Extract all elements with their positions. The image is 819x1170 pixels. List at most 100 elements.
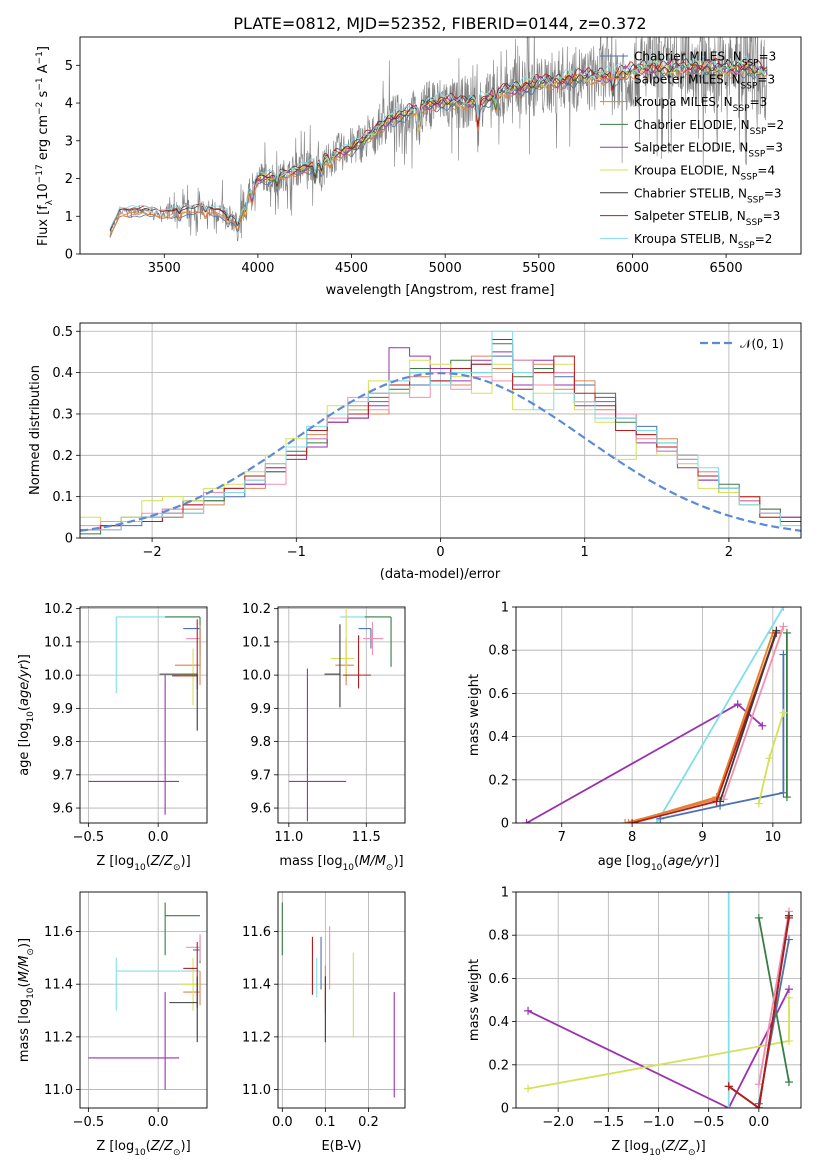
x-tick-label: 11.5 (352, 830, 381, 845)
axes-mass_weight_vs_Z: −2.0 −1.5 −1.0 −0.5 0.0 0 0.2 0.4 0.6 0.8 1 (488, 886, 802, 1130)
errorbar-point (186, 934, 201, 961)
y-tick-label: 0.4 (52, 366, 73, 381)
axes-frame (79, 36, 802, 255)
errorbar-point (179, 957, 201, 1011)
axes-age_vs_Z: −0.5 0.0 9.6 9.7 9.8 9.9 10.0 10.1 10.2 (44, 602, 208, 845)
plot-area (80, 323, 801, 538)
age-vs-mass-xlabel: mass [log10(M/M⊙)] (279, 854, 403, 873)
age-vs-z-ylabel-part: 10 (26, 711, 36, 723)
x-tick-label: 2 (725, 545, 733, 560)
residuals-xlabel: (data-model)/error (380, 567, 501, 582)
y-tick-label: 5 (65, 59, 73, 74)
x-tick-label: 0.0 (148, 1115, 169, 1130)
spectrum-ylabel-part: −17 (35, 164, 45, 183)
y-tick-label: 0.4 (488, 730, 509, 745)
x-tick-label: −0.5 (73, 1115, 105, 1130)
histogram-steps (80, 330, 801, 538)
legend-label-part: Salpeter STELIB, N (634, 209, 746, 223)
errorbar-point (288, 668, 347, 822)
errorbar-point (88, 675, 180, 815)
legend-label-part: Salpeter MILES, N (634, 72, 741, 86)
weight-age-xlabel-part: age [log (598, 854, 651, 869)
y-tick-label: 0 (501, 1102, 509, 1117)
age-vs-mass-xlabel-part: ⊙ (386, 863, 394, 873)
errorbar-point (193, 936, 201, 964)
axes-frame (79, 322, 802, 539)
legend-label-part: =2 (755, 232, 773, 246)
errorbar-point (169, 976, 198, 1043)
mass-vs-z-xlabel-part: Z [log (96, 1139, 134, 1154)
y-tick-label: 0.4 (488, 1015, 509, 1030)
age-vs-mass-xlabel-part: )] (393, 854, 403, 869)
y-tick-label: 1 (501, 886, 509, 901)
legend-label-part: =2 (766, 118, 784, 132)
spectrum-ylabel-part: A (36, 64, 51, 77)
legend-label-part: =3 (750, 95, 768, 109)
errorbar-point (335, 638, 354, 686)
legend-label-part: Kroupa ELODIE, N (634, 164, 741, 178)
legend-label-part: Chabrier STELIB, N (634, 186, 747, 200)
gaussian-curve (80, 371, 801, 532)
spectrum-ylabel-part: −2 (35, 102, 45, 115)
x-tick-label: 6500 (710, 261, 743, 276)
errorbar-point (183, 942, 198, 1008)
y-tick-label: 9.9 (52, 702, 73, 717)
x-tick-label: 5000 (429, 261, 462, 276)
age-vs-mass-xlabel-part: M/M (359, 854, 386, 869)
y-tick-label: 9.8 (52, 735, 73, 750)
weight-line (631, 632, 778, 823)
spectrum-ylabel-part: −1 (35, 51, 45, 64)
axes-frame (277, 891, 406, 1109)
weight-series (724, 892, 733, 1108)
mass-vs-ebv-xlabel: E(B-V) (321, 1139, 361, 1154)
axes-mass_weight_vs_age: 7 8 9 10 0 0.2 0.4 0.6 0.8 1 (488, 601, 802, 845)
y-tick-label: 11.6 (242, 925, 271, 940)
plot-area (516, 607, 801, 823)
spectrum-ylabel: Flux [fλ10−17 erg cm−2 s−1 A−1] (35, 46, 55, 246)
y-tick-label: 1 (501, 601, 509, 616)
legend-label-part: =3 (763, 209, 781, 223)
y-tick-label: 0 (501, 817, 509, 832)
y-tick-label: 0 (65, 248, 73, 263)
age-vs-z-xlabel-part: ⊙ (173, 863, 181, 873)
y-tick-label: 10.0 (242, 669, 271, 684)
y-tick-label: 10.0 (44, 669, 73, 684)
y-tick-label: 0.1 (52, 490, 73, 505)
legend-label-part: SSP (741, 173, 758, 183)
weight-line (722, 626, 785, 800)
legend-label-part: =3 (764, 186, 782, 200)
x-tick-label: 0.0 (749, 1115, 770, 1130)
weight-line (719, 630, 778, 802)
x-tick-label: 3500 (148, 261, 181, 276)
weight-z-xlabel-part: 10 (649, 1148, 661, 1158)
model-spectrum-line (109, 58, 768, 232)
errorbar-point (164, 902, 201, 956)
legend-label: Kroupa ELODIE, NSSP=4 (634, 164, 775, 183)
legend-label-part: Salpeter ELODIE, N (634, 141, 748, 155)
weight-z-xlabel-part: Z/Z (665, 1139, 689, 1154)
legend-label-part: SSP (741, 81, 758, 91)
age-vs-z-xlabel-part: ( (146, 854, 151, 869)
y-tick-label: 0.6 (488, 687, 509, 702)
legend-label: Kroupa MILES, NSSP=3 (634, 95, 767, 114)
legend-label-part: Chabrier ELODIE, N (634, 118, 750, 132)
x-tick-label: −0.5 (693, 1115, 725, 1130)
weight-line (624, 630, 778, 823)
y-tick-label: 11.0 (242, 1083, 271, 1098)
legend-label-part: SSP (748, 150, 765, 160)
y-tick-label: 11.2 (44, 1030, 73, 1045)
legend-label: Chabrier ELODIE, NSSP=2 (634, 118, 784, 137)
mass-vs-z-xlabel-part: ( (146, 1139, 151, 1154)
mass-vs-z-ylabel-part: )] (17, 938, 32, 948)
errorbar-point (343, 635, 371, 689)
legend-label-part: SSP (742, 59, 759, 69)
legend-label: 𝒩(0, 1) (740, 337, 784, 351)
axes-spectrum: 3500 4000 4500 5000 5500 6000 6500 0 1 2 3 4 5 (65, 36, 802, 276)
x-tick-label: 4000 (241, 261, 274, 276)
errorbar-point (88, 992, 180, 1090)
errorbar-point (115, 957, 201, 1011)
weight-series (754, 708, 788, 808)
weight-series (719, 622, 788, 804)
x-tick-label: 4500 (335, 261, 368, 276)
y-tick-label: 2 (65, 172, 73, 187)
